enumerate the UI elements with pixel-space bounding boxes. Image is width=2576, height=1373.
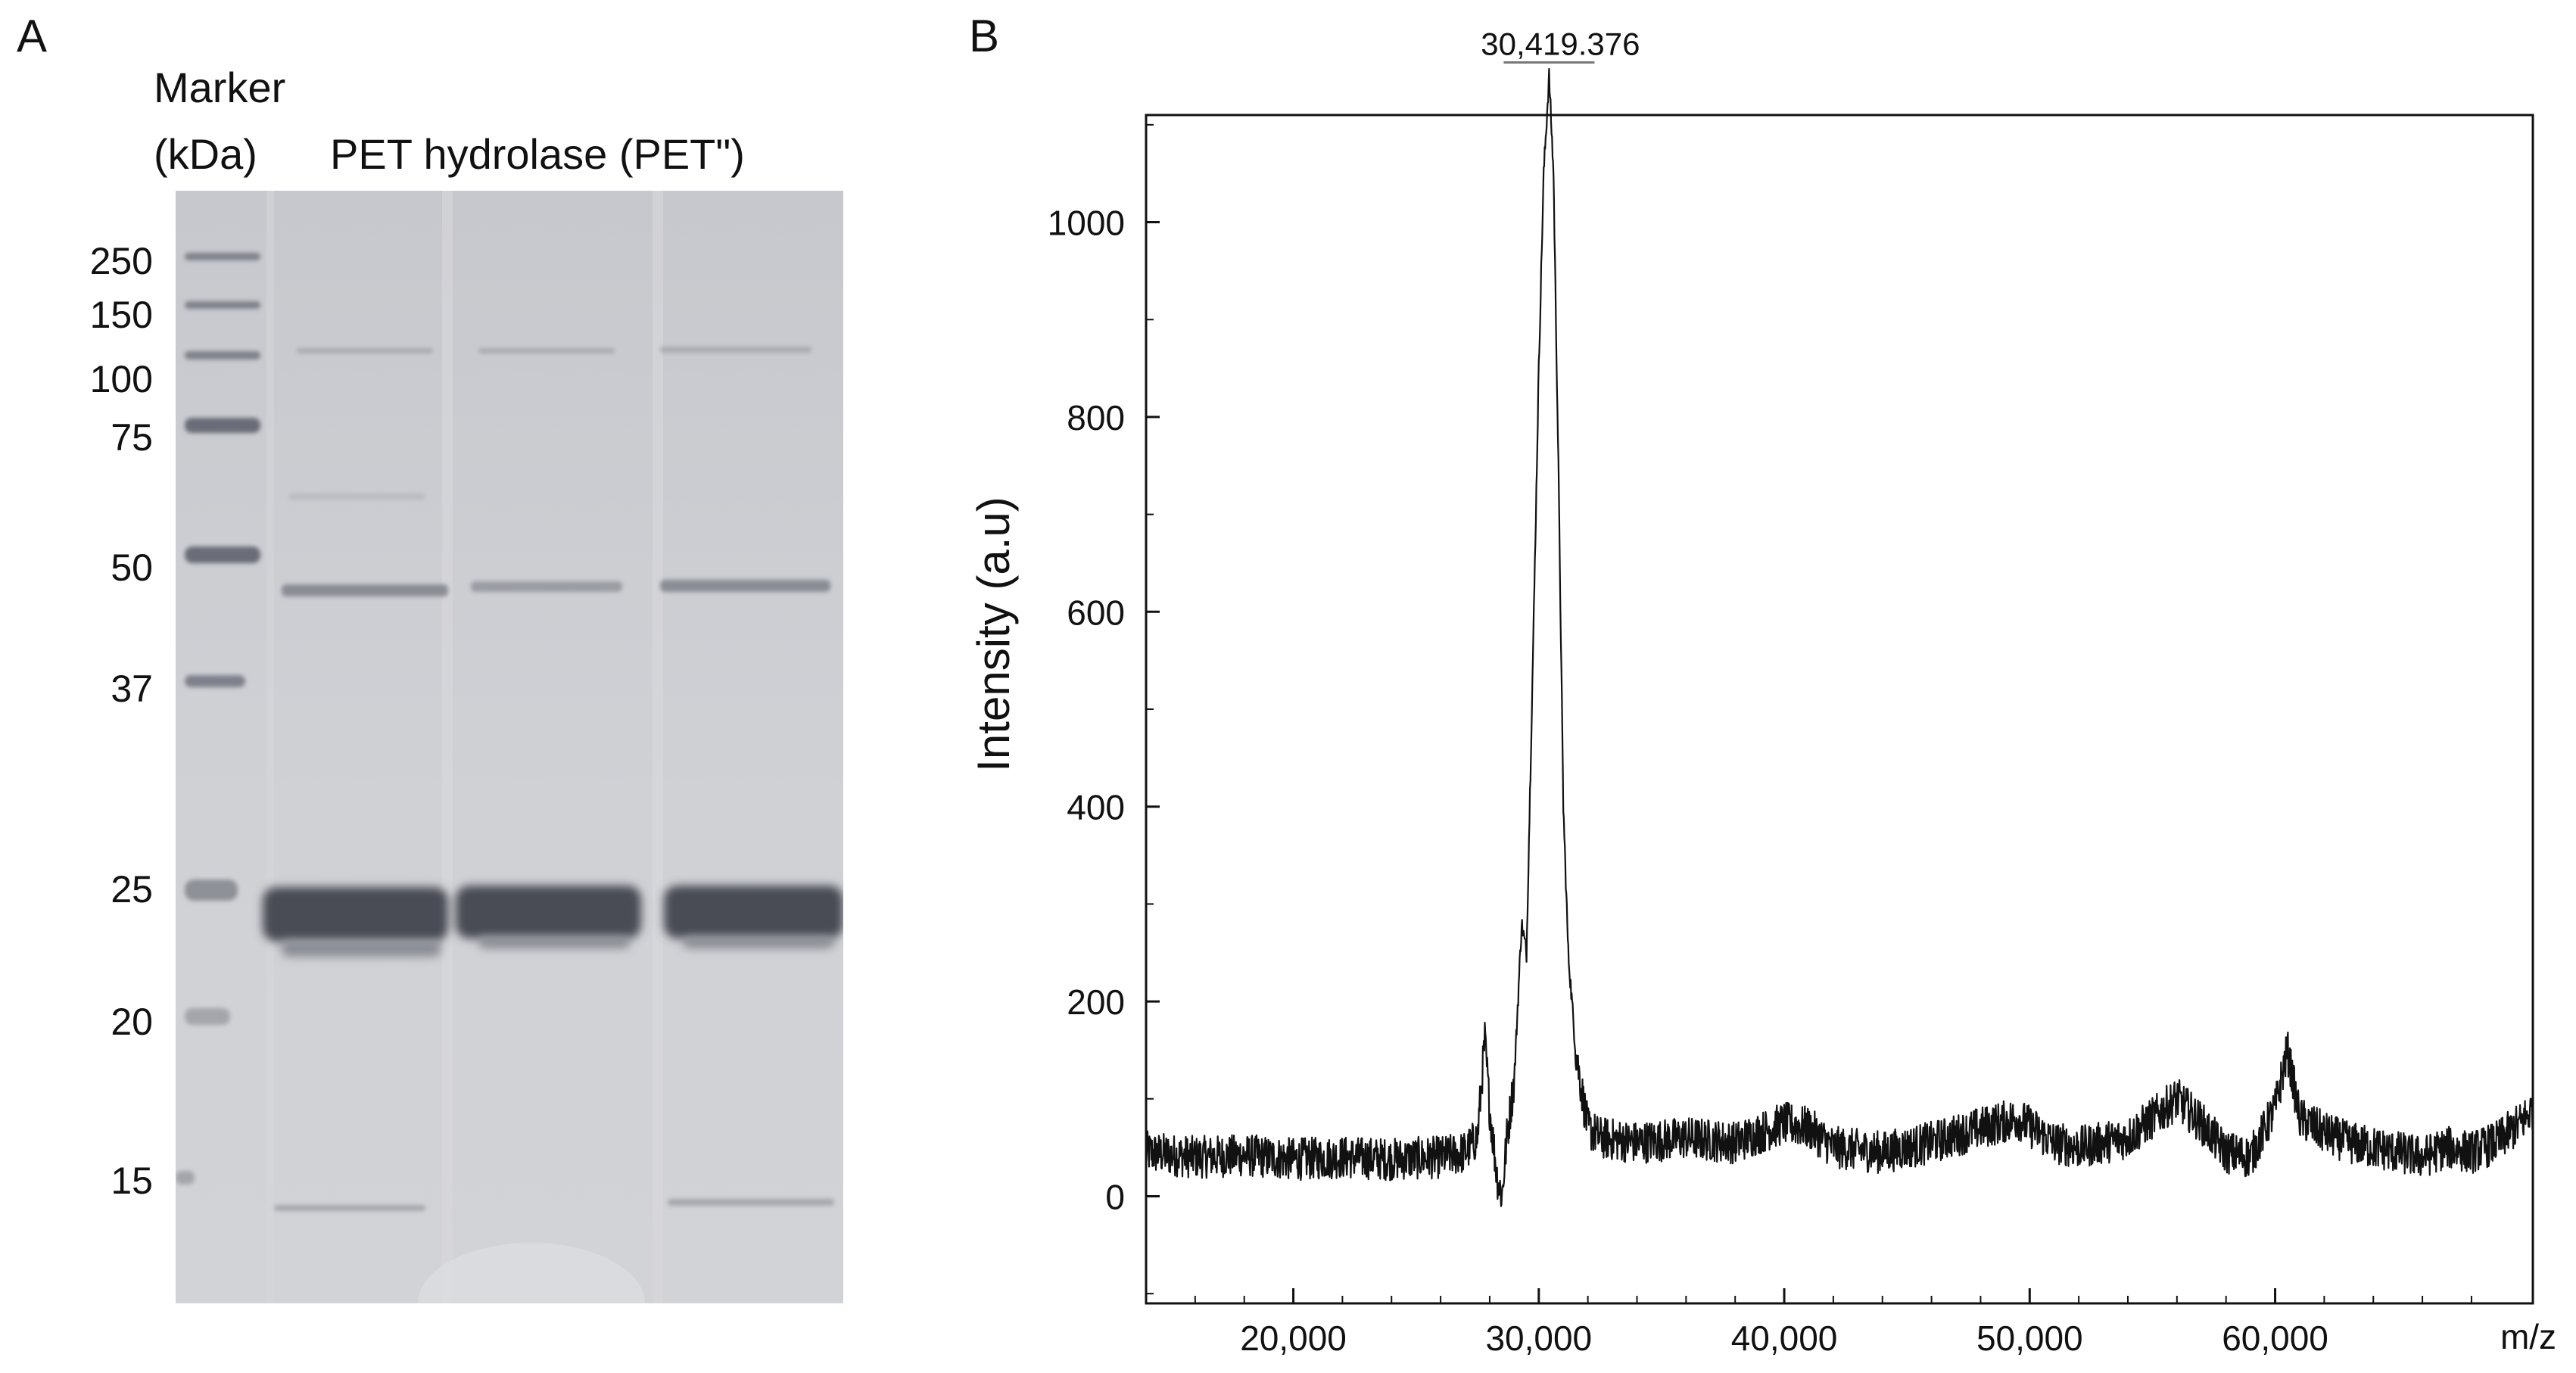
gel-band-46-lane1 (282, 584, 448, 596)
marker-band-250 (185, 253, 260, 260)
marker-band-37 (185, 675, 245, 687)
y-tick-label-400: 400 (1067, 788, 1125, 827)
x-tick-label-60000: 60,000 (2222, 1319, 2328, 1358)
y-tick-label-1000: 1000 (1048, 204, 1125, 243)
marker-band-25 (185, 880, 238, 901)
mw-label-75: 75 (111, 416, 153, 459)
marker-label-line2: (kDa) (154, 130, 257, 178)
y-tick-label-0: 0 (1105, 1177, 1125, 1216)
mw-label-100: 100 (89, 358, 153, 400)
y-tick-label-800: 800 (1067, 398, 1125, 437)
gel-band-46-lane2 (471, 581, 622, 592)
gel-band-main-lane3 (664, 886, 843, 939)
mw-label-25: 25 (111, 868, 153, 911)
x-tick-label-20000: 20,000 (1240, 1319, 1347, 1358)
peak-annotation: 30,419.376 (1481, 26, 1640, 64)
panel-a-letter: A (17, 11, 48, 61)
gel-background (176, 191, 843, 1303)
mw-label-15: 15 (111, 1160, 153, 1202)
y-tick-label-600: 600 (1067, 593, 1125, 632)
marker-band-20 (185, 1008, 230, 1025)
x-tick-label-30000: 30,000 (1485, 1319, 1592, 1358)
marker-band-50 (185, 546, 260, 563)
lanes-label: PET hydrolase (PET") (330, 130, 745, 178)
mw-label-150: 150 (89, 294, 153, 336)
spectrum-series-line (1145, 67, 2534, 1207)
peak-label: 30,419.376 (1481, 26, 1640, 62)
panel-b-letter: B (969, 11, 1000, 61)
mw-label-20: 20 (111, 1001, 153, 1043)
y-tick-label-200: 200 (1067, 982, 1125, 1022)
marker-ladder (176, 253, 260, 1185)
gel-image (176, 191, 843, 1303)
marker-band-15 (176, 1171, 195, 1185)
x-axis-ticks: 20,000 30,000 40,000 50,000 60,000 (1145, 1288, 2472, 1358)
mw-label-37: 37 (111, 668, 153, 710)
mw-label-50: 50 (111, 546, 153, 589)
x-axis-unit-label: m/z (2500, 1317, 2556, 1356)
gel-band-main-lane1 (263, 887, 448, 942)
marker-band-150 (185, 301, 260, 309)
marker-label-line1: Marker (154, 64, 286, 111)
marker-band-75 (185, 418, 260, 433)
marker-band-100 (185, 351, 260, 360)
gel-band-46-lane3 (660, 580, 830, 592)
y-axis-title: Intensity (a.u) (968, 497, 1019, 772)
x-tick-label-40000: 40,000 (1731, 1319, 1838, 1358)
y-axis-ticks: 0 200 400 600 800 1000 (1048, 123, 1160, 1295)
gel-band-main-lane2 (456, 886, 641, 939)
mw-label-250: 250 (89, 240, 153, 282)
x-tick-label-50000: 50,000 (1976, 1319, 2083, 1358)
